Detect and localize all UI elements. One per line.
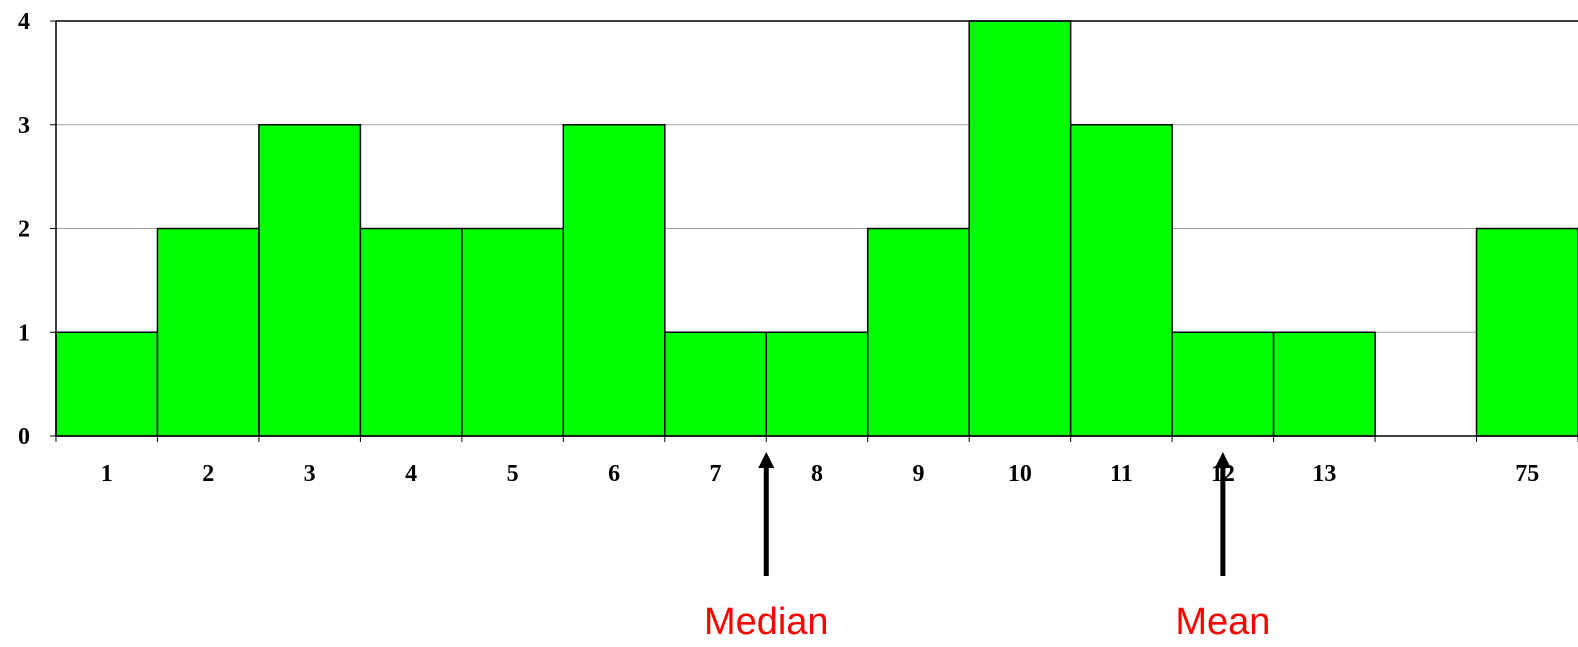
mean-label: Mean — [1175, 601, 1270, 643]
bar-4 — [359, 227, 463, 437]
bar-8 — [765, 331, 869, 437]
y-tick-label: 3 — [18, 113, 30, 139]
bar-11 — [1069, 124, 1173, 437]
bar-13 — [1272, 331, 1376, 437]
axes — [50, 20, 1578, 442]
y-tick-label: 4 — [18, 9, 30, 35]
x-tick-label-11: 11 — [1110, 461, 1133, 487]
x-tick-label-7: 7 — [710, 461, 722, 487]
y-tick-label: 0 — [18, 424, 30, 450]
bar-9 — [866, 227, 970, 437]
bar-12 — [1171, 331, 1275, 437]
bar-6 — [562, 124, 666, 437]
bar-10 — [968, 20, 1072, 437]
x-tick-label-75: 75 — [1515, 461, 1539, 487]
x-tick-label-1: 1 — [101, 461, 113, 487]
x-tick-labels: 1234567891011121375 — [101, 461, 1540, 487]
bars — [55, 20, 1578, 437]
x-tick-label-5: 5 — [507, 461, 519, 487]
mean-arrow-head — [1214, 452, 1231, 468]
x-tick-label-13: 13 — [1312, 461, 1336, 487]
y-tick-label: 2 — [18, 217, 30, 243]
bar-1 — [55, 331, 159, 437]
median-arrow-head — [758, 452, 775, 468]
x-tick-label-6: 6 — [608, 461, 620, 487]
median-label: Median — [704, 601, 829, 643]
x-tick-label-8: 8 — [811, 461, 823, 487]
bar-3 — [258, 124, 362, 437]
y-tick-label: 1 — [18, 320, 30, 346]
bar-75 — [1475, 227, 1578, 437]
x-tick-label-4: 4 — [405, 461, 417, 487]
x-tick-label-10: 10 — [1008, 461, 1032, 487]
annotations: Median Mean — [704, 452, 1270, 643]
x-tick-label-2: 2 — [202, 461, 214, 487]
y-tick-labels: 0 1 2 3 4 — [18, 9, 30, 450]
bar-7 — [664, 331, 768, 437]
x-tick-label-3: 3 — [304, 461, 316, 487]
x-tick-label-9: 9 — [912, 461, 924, 487]
bar-2 — [156, 227, 260, 437]
bar-5 — [461, 227, 565, 437]
